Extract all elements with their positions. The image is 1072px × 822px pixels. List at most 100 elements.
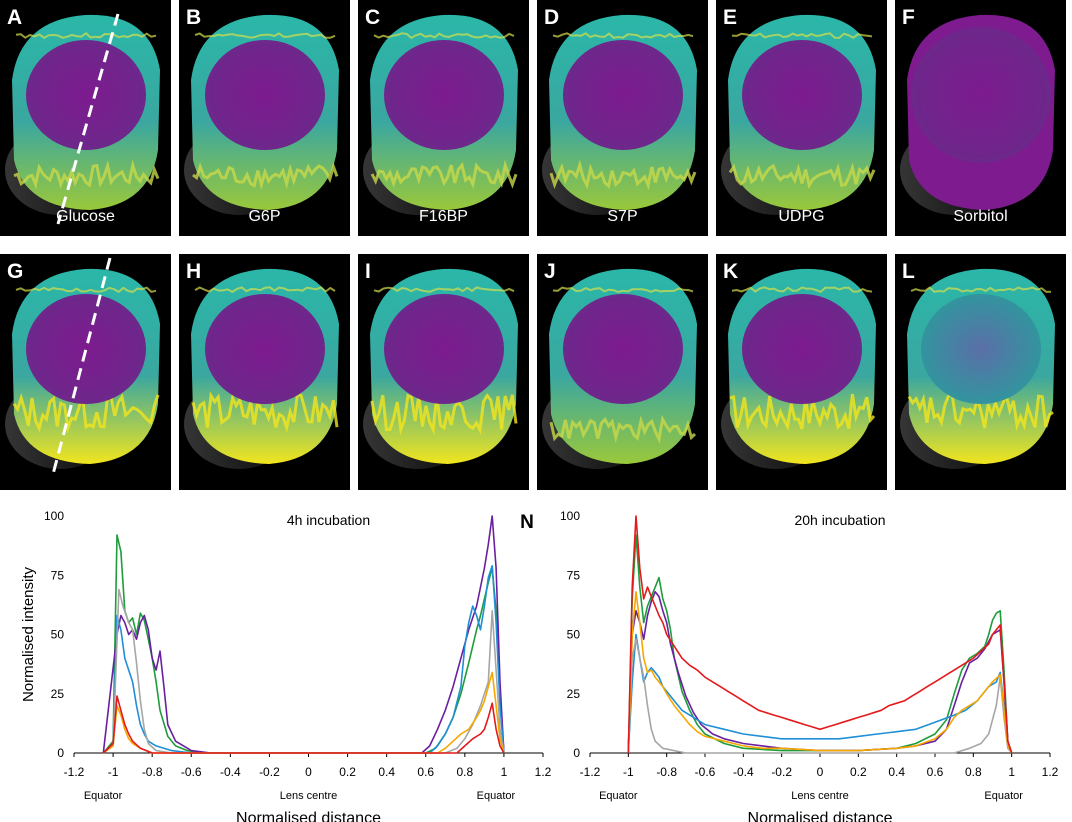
x-tick-label: 1 <box>1008 765 1015 779</box>
lens-interior <box>205 294 325 404</box>
image-panel-k: K <box>716 254 887 490</box>
top-rim-spikes <box>373 32 515 40</box>
panel-letter: A <box>7 6 23 29</box>
panel-letter: C <box>365 6 381 29</box>
x-tick-label: 0.4 <box>378 765 395 779</box>
rim-spikes <box>191 391 339 433</box>
image-panel-e: E UDPG <box>716 0 887 236</box>
rim-spikes <box>907 390 1054 431</box>
lens-rendering <box>184 268 339 469</box>
lens-interior <box>742 40 862 150</box>
image-panel-g: G <box>0 254 171 490</box>
lens-rendering <box>721 268 876 469</box>
x-tick-label: -0.6 <box>181 765 202 779</box>
image-panel-c: C F16BP <box>358 0 529 236</box>
series-line-udpg <box>102 671 505 754</box>
lens-centre-label: Lens centre <box>791 790 848 802</box>
top-rim-spikes <box>15 32 157 39</box>
x-tick-label: -0.8 <box>142 765 163 779</box>
lens-rendering <box>363 268 518 469</box>
lens-rendering <box>900 268 1055 469</box>
lens-interior <box>26 40 146 150</box>
top-rim-spikes <box>552 32 694 39</box>
lens-rendering <box>721 14 876 215</box>
x-tick-label: 0.8 <box>456 765 473 779</box>
rim-spikes <box>549 414 697 444</box>
lens-interior <box>384 40 504 150</box>
series-line-g6p <box>627 591 1013 754</box>
lens-rendering <box>542 14 697 215</box>
panel-letter: E <box>723 6 738 29</box>
panel-letter: F <box>902 6 915 29</box>
x-tick-label: 1.2 <box>1042 765 1059 779</box>
panel-letter: I <box>365 260 371 283</box>
rim-spikes <box>192 161 339 191</box>
x-tick-label: 0.8 <box>965 765 982 779</box>
series-line-udpg <box>627 591 1013 754</box>
lens-rendering <box>5 257 160 479</box>
y-tick-label: 50 <box>567 628 581 642</box>
equator-right-label: Equator <box>984 790 1023 802</box>
lens-interior <box>742 294 862 404</box>
panel-letter: L <box>902 260 915 283</box>
x-tick-label: -0.6 <box>695 765 716 779</box>
rim-spikes <box>12 392 160 434</box>
rim-spikes <box>13 159 160 190</box>
lens-rendering <box>542 268 697 469</box>
series-line-sorbitol <box>102 695 505 754</box>
panel-letter: K <box>723 260 739 283</box>
rim-spikes <box>728 162 876 190</box>
y-tick-label: 25 <box>567 687 581 701</box>
rim-spikes <box>370 393 518 436</box>
y-tick-label: 100 <box>560 509 580 523</box>
line-charts: -1.2 -1 -0.8 -0.6 -0.4 -0.2 0 0.2 0.4 0.6 0.8 1 1.2 0… <box>20 509 1059 822</box>
equator-left-label: Equator <box>84 790 123 802</box>
image-panel-f: F Sorbitol <box>895 0 1066 236</box>
top-rim-spikes <box>552 286 694 294</box>
image-panel-d: D S7P <box>537 0 708 236</box>
top-rim-spikes <box>731 32 873 39</box>
x-tick-label: -1.2 <box>64 765 85 779</box>
y-tick-label: 50 <box>51 628 65 642</box>
panel-letter: J <box>544 260 556 283</box>
top-rim-spikes <box>194 32 336 39</box>
lens-rendering <box>900 14 1055 215</box>
lens-rendering <box>184 14 339 215</box>
x-tick-label: -0.2 <box>259 765 280 779</box>
equator-right-label: Equator <box>477 790 516 802</box>
series-line-g6p <box>102 515 505 754</box>
y-tick-label: 75 <box>51 568 65 582</box>
metabolite-label: F16BP <box>419 208 468 225</box>
x-tick-label: 0 <box>305 765 312 779</box>
y-tick-label: 0 <box>57 746 64 760</box>
panel-letter: H <box>186 260 202 283</box>
y-tick-label: 0 <box>573 746 580 760</box>
y-tick-label: 100 <box>44 509 64 523</box>
lens-interior <box>384 294 504 404</box>
series-line-glucose <box>102 534 505 754</box>
image-panel-a: A Glucose <box>0 0 171 236</box>
series-line-s7p <box>102 588 505 754</box>
x-tick-label: -0.4 <box>220 765 241 779</box>
top-rim-spikes <box>194 286 336 294</box>
x-tick-label: -0.4 <box>733 765 754 779</box>
chart-title: 20h incubation <box>794 512 885 528</box>
y-tick-label: 75 <box>567 568 581 582</box>
lens-interior <box>563 294 683 404</box>
image-panel-j: J <box>537 254 708 490</box>
x-tick-label: 0 <box>817 765 824 779</box>
y-tick-label: 25 <box>51 687 65 701</box>
series-line-f16bp <box>102 565 505 754</box>
x-tick-label: 0.4 <box>888 765 905 779</box>
equator-left-label: Equator <box>599 790 638 802</box>
rim-spikes <box>549 159 697 191</box>
x-tick-label: 1 <box>501 765 508 779</box>
x-tick-label: -1 <box>108 765 119 779</box>
image-panel-i: I <box>358 254 529 490</box>
lens-interior <box>563 40 683 150</box>
lens-centre-label-left: Lens centre <box>280 790 337 802</box>
lens-interior <box>921 294 1041 404</box>
lens-interior <box>26 294 146 404</box>
metabolite-label: UDPG <box>778 208 825 225</box>
image-panel-l: L <box>895 254 1066 490</box>
